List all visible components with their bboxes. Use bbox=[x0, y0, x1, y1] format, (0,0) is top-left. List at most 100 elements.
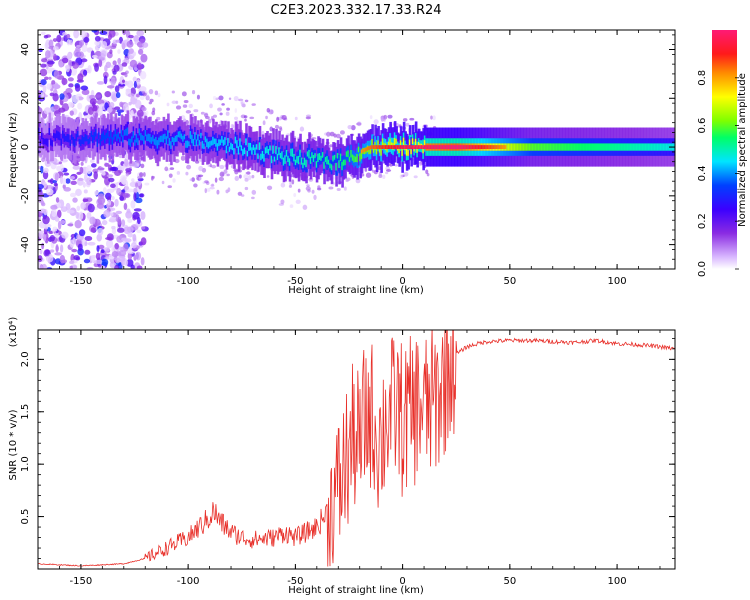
heatmap-cell bbox=[99, 139, 103, 146]
heatmap-cell bbox=[83, 258, 91, 264]
heatmap-cell bbox=[206, 188, 211, 192]
heatmap-cell bbox=[533, 143, 537, 151]
heatmap-cell bbox=[46, 69, 52, 74]
heatmap-cell bbox=[641, 143, 645, 151]
heatmap-cell bbox=[249, 116, 255, 120]
heatmap-cell bbox=[111, 137, 115, 145]
heatmap-cell bbox=[339, 153, 343, 162]
heatmap-cell bbox=[47, 138, 50, 147]
heatmap-cell bbox=[214, 177, 218, 183]
heatmap-cell bbox=[140, 237, 147, 246]
heatmap-cell bbox=[456, 145, 460, 150]
heatmap-cell bbox=[357, 146, 361, 153]
heatmap-cell bbox=[53, 133, 56, 139]
heatmap-cell bbox=[486, 145, 490, 150]
heatmap-cell bbox=[52, 46, 59, 51]
heatmap-cell bbox=[38, 48, 43, 53]
heatmap-cell bbox=[126, 208, 131, 214]
heatmap-cell bbox=[425, 145, 428, 150]
heatmap-cell bbox=[45, 138, 49, 146]
heatmap-cell bbox=[87, 138, 91, 145]
heatmap-cell bbox=[53, 104, 59, 110]
heatmap-cell bbox=[147, 133, 151, 142]
heatmap-cell bbox=[572, 143, 576, 151]
heatmap-cell bbox=[131, 178, 135, 183]
y-tick-label: 1.5 bbox=[20, 404, 31, 420]
heatmap-cell bbox=[93, 132, 97, 140]
heatmap-cell bbox=[82, 69, 88, 76]
heatmap-cell bbox=[470, 145, 473, 150]
heatmap-cell bbox=[239, 138, 242, 147]
heatmap-cell bbox=[127, 252, 133, 260]
heatmap-cell bbox=[347, 125, 353, 130]
heatmap-cell bbox=[588, 143, 592, 151]
colorbar-gradient bbox=[712, 30, 737, 269]
heatmap-cell bbox=[389, 163, 393, 167]
heatmap-cell bbox=[171, 100, 177, 104]
heatmap-cell bbox=[245, 138, 248, 146]
heatmap-cell bbox=[413, 175, 418, 179]
heatmap-cell bbox=[171, 90, 175, 94]
heatmap-cell bbox=[39, 197, 44, 203]
heatmap-cell bbox=[302, 204, 308, 210]
heatmap-cell bbox=[218, 139, 221, 147]
heatmap-cell bbox=[251, 147, 254, 155]
heatmap-cell bbox=[119, 195, 125, 201]
heatmap-cell bbox=[92, 168, 99, 174]
heatmap-cell bbox=[109, 49, 113, 54]
heatmap-cell bbox=[101, 133, 104, 142]
heatmap-cell bbox=[332, 155, 335, 162]
heatmap-cell bbox=[66, 39, 71, 46]
heatmap-cell bbox=[133, 187, 138, 194]
heatmap-cell bbox=[281, 151, 284, 160]
heatmap-cell bbox=[168, 138, 172, 146]
heatmap-cell bbox=[125, 128, 128, 136]
heatmap-cell bbox=[86, 165, 92, 175]
heatmap-cell bbox=[509, 143, 513, 151]
heatmap-cell bbox=[70, 66, 78, 76]
heatmap-cell bbox=[100, 249, 105, 254]
heatmap-cell bbox=[170, 141, 173, 149]
heatmap-cell bbox=[72, 61, 76, 65]
heatmap-cell bbox=[315, 161, 319, 168]
heatmap-cell bbox=[534, 143, 538, 151]
heatmap-cell bbox=[557, 143, 561, 151]
heatmap-cell bbox=[537, 143, 541, 151]
heatmap-cell bbox=[226, 173, 230, 177]
heatmap-cell bbox=[50, 138, 53, 146]
heatmap-cell bbox=[40, 63, 47, 68]
heatmap-cell bbox=[626, 143, 630, 151]
heatmap-cell bbox=[289, 181, 292, 186]
heatmap-cell bbox=[90, 255, 97, 259]
heatmap-cell bbox=[51, 80, 56, 85]
heatmap-cell bbox=[330, 164, 334, 171]
heatmap-cell bbox=[467, 145, 470, 150]
heatmap-cell bbox=[368, 146, 371, 150]
heatmap-cell bbox=[291, 179, 295, 185]
heatmap-cell bbox=[109, 212, 114, 217]
heatmap-cell bbox=[428, 145, 431, 150]
heatmap-cell bbox=[432, 115, 436, 121]
y-tick-label: 0.5 bbox=[20, 509, 31, 525]
heatmap-cell bbox=[62, 177, 67, 186]
heatmap-cell bbox=[530, 143, 534, 151]
heatmap-cell bbox=[115, 92, 121, 99]
heatmap-cell bbox=[43, 34, 49, 39]
heatmap-cell bbox=[558, 143, 562, 151]
heatmap-cell bbox=[84, 134, 88, 142]
heatmap-cell bbox=[124, 157, 129, 167]
heatmap-cell bbox=[203, 113, 209, 118]
heatmap-cell bbox=[102, 187, 107, 195]
heatmap-cell bbox=[68, 83, 74, 88]
heatmap-cell bbox=[384, 145, 388, 150]
heatmap-cell bbox=[177, 131, 181, 138]
heatmap-cell bbox=[230, 123, 235, 129]
heatmap-cell bbox=[243, 147, 247, 155]
heatmap-cell bbox=[46, 60, 55, 65]
heatmap-cell bbox=[569, 143, 573, 151]
heatmap-cell bbox=[45, 188, 54, 196]
heatmap-cell bbox=[426, 145, 430, 150]
heatmap-cell bbox=[306, 184, 310, 187]
heatmap-cell bbox=[329, 131, 335, 137]
heatmap-cell bbox=[311, 189, 315, 194]
